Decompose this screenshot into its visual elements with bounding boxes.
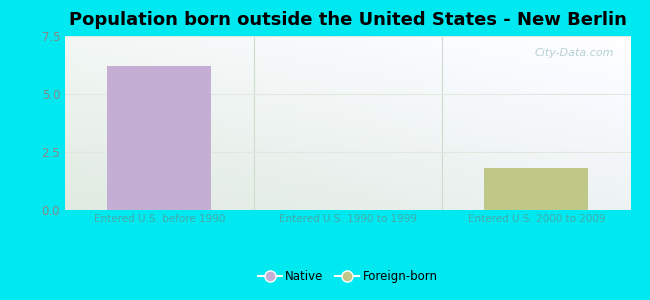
Legend: Native, Foreign-born: Native, Foreign-born [254, 265, 442, 288]
Text: City-Data.com: City-Data.com [534, 48, 614, 58]
Bar [484, 168, 588, 210]
Title: Population born outside the United States - New Berlin: Population born outside the United State… [69, 11, 627, 29]
Bar [107, 66, 211, 210]
